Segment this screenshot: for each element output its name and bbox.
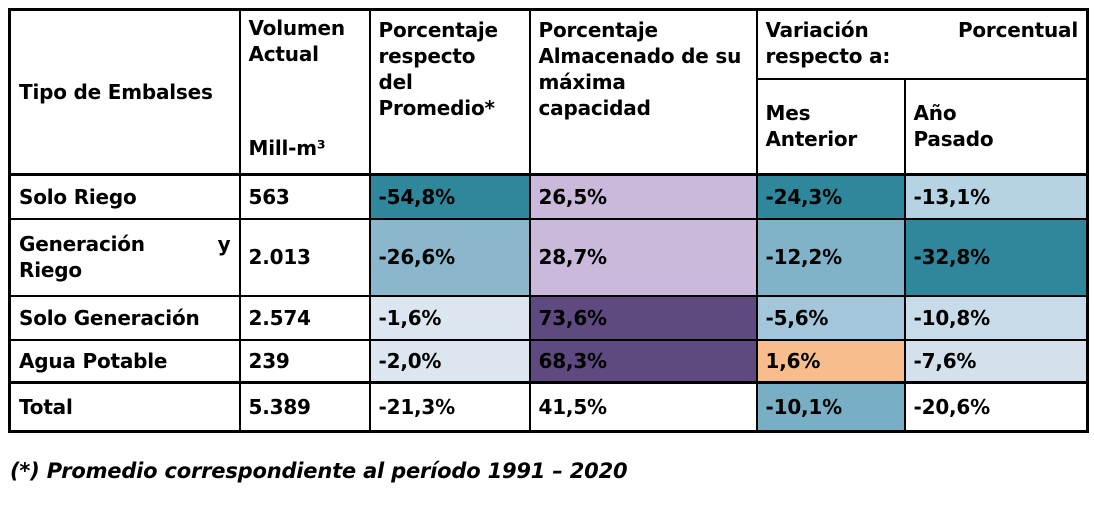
cell-mes-anterior: -24,3%	[755, 173, 906, 220]
cell-ano-pasado: -10,8%	[903, 294, 1089, 341]
row-label: Solo Riego	[8, 173, 241, 220]
table-row: Total 5.389 -21,3% 41,5% -10,1% -20,6%	[8, 381, 1089, 433]
col-header-ano-pasado: Año Pasado	[903, 77, 1089, 176]
cell-volumen: 563	[238, 173, 371, 220]
cell-mes-anterior: -10,1%	[755, 381, 906, 433]
table-row: Solo Riego 563 -54,8% 26,5% -24,3% -13,1%	[8, 173, 1089, 220]
col-header-variacion-porcentual: Variación Porcentual respecto a:	[755, 8, 1089, 80]
cell-ano-pasado: -20,6%	[903, 381, 1089, 433]
cell-mes-anterior: -12,2%	[755, 217, 906, 297]
variacion-word-right: Porcentual	[957, 18, 1079, 42]
cell-almacenado: 73,6%	[528, 294, 758, 341]
row-label: Total	[8, 381, 241, 433]
col-header-volumen-actual: Volumen Actual Mill-m³	[238, 8, 371, 176]
cell-volumen: 239	[238, 338, 371, 384]
col-header-porcentaje-almacenado: Porcentaje Almacenado de su máxima capac…	[528, 8, 758, 176]
embalses-table: Tipo de Embalses Volumen Actual Mill-m³ …	[8, 8, 1090, 433]
cell-volumen: 2.013	[238, 217, 371, 297]
table-body: Solo Riego 563 -54,8% 26,5% -24,3% -13,1% Gene…	[8, 173, 1089, 433]
cell-promedio: -21,3%	[368, 381, 531, 433]
row-label: Generación y Riego	[8, 217, 241, 297]
table-row: Generación y Riego 2.013 -26,6% 28,7% -12,2% -3…	[8, 217, 1089, 297]
footnote: (*) Promedio correspondiente al período …	[10, 459, 628, 483]
row-label: Solo Generación	[8, 294, 241, 341]
cell-ano-pasado: -7,6%	[903, 338, 1089, 384]
variacion-word-left: Variación	[765, 18, 869, 42]
cell-promedio: -26,6%	[368, 217, 531, 297]
cell-mes-anterior: 1,6%	[755, 338, 906, 384]
cell-almacenado: 68,3%	[528, 338, 758, 384]
row-label: Agua Potable	[8, 338, 241, 384]
cell-ano-pasado: -13,1%	[903, 173, 1089, 220]
col-header-porcentaje-promedio: Porcentaje respecto del Promedio*	[368, 8, 531, 176]
cell-almacenado: 28,7%	[528, 217, 758, 297]
cell-ano-pasado: -32,8%	[903, 217, 1089, 297]
cell-mes-anterior: -5,6%	[755, 294, 906, 341]
cell-volumen: 5.389	[238, 381, 371, 433]
table-header: Tipo de Embalses Volumen Actual Mill-m³ …	[8, 8, 1089, 176]
cell-promedio: -2,0%	[368, 338, 531, 384]
col-header-mes-anterior: Mes Anterior	[755, 77, 906, 176]
cell-promedio: -1,6%	[368, 294, 531, 341]
table-row: Solo Generación 2.574 -1,6% 73,6% -5,6% -10,8…	[8, 294, 1089, 341]
volumen-label: Volumen Actual	[248, 16, 346, 66]
cell-almacenado: 26,5%	[528, 173, 758, 220]
cell-almacenado: 41,5%	[528, 381, 758, 433]
cell-volumen: 2.574	[238, 294, 371, 341]
col-header-tipo-de-embalses: Tipo de Embalses	[8, 8, 241, 176]
volumen-unit: Mill-m³	[248, 136, 326, 160]
variacion-line2: respecto a:	[765, 44, 891, 68]
table-row: Agua Potable 239 -2,0% 68,3% 1,6% -7,6%	[8, 338, 1089, 384]
cell-promedio: -54,8%	[368, 173, 531, 220]
